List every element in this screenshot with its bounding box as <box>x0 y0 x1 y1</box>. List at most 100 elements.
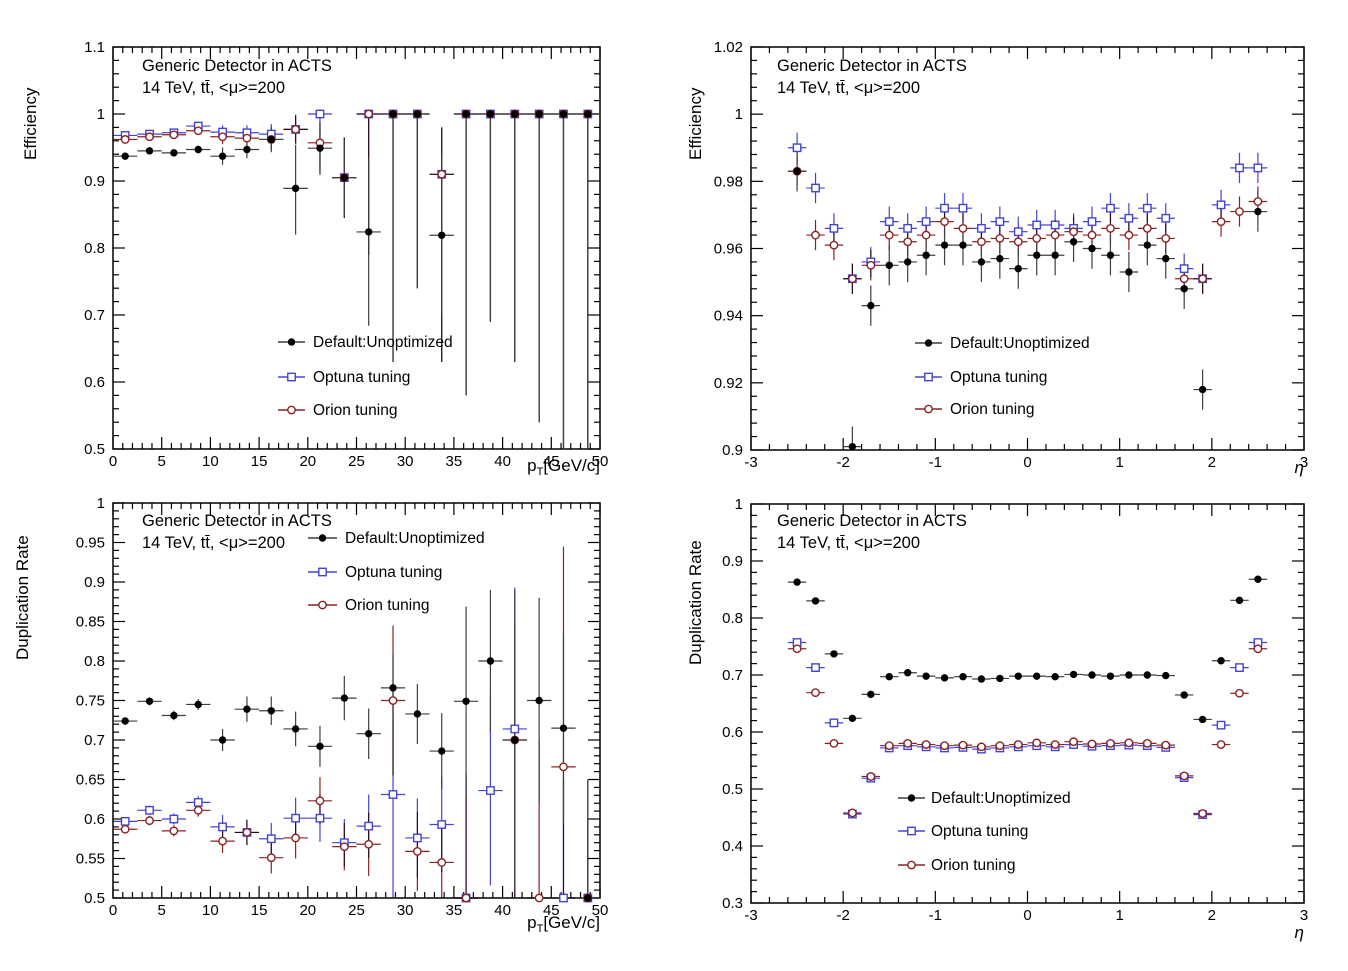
data-point-default <box>1143 671 1152 679</box>
data-point-default <box>1069 238 1078 246</box>
axis-tick-label: 0.5 <box>722 781 743 798</box>
data-point-default <box>145 697 154 705</box>
data-point-default <box>903 258 912 266</box>
x-axis-title: pT[GeV/c] <box>527 913 600 935</box>
legend-label: Default:Unoptimized <box>313 334 453 351</box>
data-point-orion <box>1198 809 1208 818</box>
data-point-orion <box>1069 227 1078 237</box>
plot-title-line: Generic Detector in ACTS <box>142 512 332 530</box>
data-point-default <box>885 261 893 269</box>
data-point-default <box>1254 575 1262 583</box>
axis-tick-label: -3 <box>744 907 757 924</box>
data-point-default <box>1125 671 1133 679</box>
axis-tick-label: 0.3 <box>722 895 743 912</box>
data-point-default <box>848 442 857 451</box>
data-point-optuna <box>315 813 325 823</box>
axis-tick-label: 10 <box>202 902 219 919</box>
axis-tick-label: 0.94 <box>714 308 743 325</box>
plot-title-line: 14 TeV, tt̄, <μ>=200 <box>777 534 920 552</box>
legend-label: Default:Unoptimized <box>345 530 485 547</box>
data-point-optuna <box>1142 203 1152 213</box>
data-point-default <box>1198 715 1207 724</box>
axis-tick-label: -1 <box>929 454 942 471</box>
data-point-default <box>340 173 349 182</box>
data-point-optuna <box>287 372 296 382</box>
legend-label: Optuna tuning <box>950 369 1047 386</box>
data-point-default <box>1106 251 1115 259</box>
axis-tick-label: 1 <box>1115 454 1123 471</box>
data-point-default <box>1125 268 1133 276</box>
axis-tick-label: 5 <box>158 453 166 470</box>
axis-tick-label: 3 <box>1300 454 1308 471</box>
data-point-orion <box>958 740 968 750</box>
data-point-default <box>559 110 568 118</box>
data-point-default <box>438 747 446 755</box>
data-point-default <box>1033 672 1041 680</box>
series-default <box>121 657 592 902</box>
x-axis-title: η <box>1295 458 1304 477</box>
axis-tick-label: 0.8 <box>84 240 105 257</box>
y-axis-title: Duplication Rate <box>686 540 705 665</box>
data-point-orion <box>339 842 349 852</box>
axis-tick-label: 0 <box>1023 907 1031 924</box>
legend-label: Optuna tuning <box>345 564 442 581</box>
data-point-default <box>291 725 300 733</box>
axis-ticks <box>112 46 601 450</box>
axis-tick-label: 2 <box>1208 907 1216 924</box>
data-point-optuna <box>266 834 276 844</box>
data-point-optuna <box>510 724 520 734</box>
data-point-default <box>1033 251 1041 259</box>
axis-tick-label: 1 <box>735 106 743 123</box>
data-point-orion <box>977 742 986 752</box>
data-point-default <box>903 669 912 677</box>
data-point-orion <box>1142 739 1152 748</box>
plot-title-line: 14 TeV, tt̄, <μ>=200 <box>142 79 285 97</box>
data-point-orion <box>921 230 931 240</box>
axis-tick-label: 0.9 <box>722 442 743 459</box>
data-point-default <box>218 736 227 744</box>
series-default <box>793 167 1262 451</box>
data-point-default <box>486 110 495 118</box>
data-point-optuna <box>811 663 820 672</box>
legend-item-orion: Orion tuning <box>278 402 397 419</box>
data-point-orion <box>995 741 1005 751</box>
axis-tick-label: 30 <box>397 453 414 470</box>
data-point-optuna <box>1124 213 1134 223</box>
data-point-optuna <box>318 567 327 577</box>
axis-tick-label: 50 <box>592 902 609 919</box>
data-point-orion <box>364 109 374 119</box>
data-point-orion <box>1124 738 1134 748</box>
data-point-optuna <box>811 183 820 193</box>
data-point-orion <box>1235 688 1244 698</box>
x-axis-title: η <box>1295 923 1304 942</box>
data-point-orion <box>903 739 913 748</box>
data-point-orion <box>218 132 227 142</box>
data-point-default <box>1051 251 1059 259</box>
data-point-orion <box>1106 223 1115 233</box>
data-point-orion <box>193 126 203 136</box>
data-point-default <box>940 241 949 249</box>
series-orion <box>120 696 593 903</box>
data-point-orion <box>145 816 154 825</box>
data-point-orion <box>811 230 820 240</box>
data-point-default <box>291 184 300 193</box>
data-point-optuna <box>1032 220 1042 230</box>
data-point-orion <box>1161 234 1171 243</box>
data-point-orion <box>866 260 876 270</box>
legend-label: Orion tuning <box>950 401 1034 418</box>
legend-label: Optuna tuning <box>931 823 1028 840</box>
axis-tick-label: 0.6 <box>84 374 105 391</box>
data-point-default <box>907 794 916 802</box>
data-point-default <box>121 152 129 160</box>
data-point-default <box>1106 672 1115 680</box>
x-axis-title: pT[GeV/c] <box>527 456 600 478</box>
y-axis-title: Efficiency <box>21 87 40 160</box>
data-point-default <box>811 597 820 605</box>
data-point-default <box>1069 670 1078 679</box>
plot-title-line: Generic Detector in ACTS <box>142 57 332 75</box>
data-point-default <box>170 149 178 157</box>
axis-tick-label: 0.7 <box>84 307 105 324</box>
data-point-orion <box>1253 644 1263 654</box>
data-point-orion <box>193 805 203 815</box>
